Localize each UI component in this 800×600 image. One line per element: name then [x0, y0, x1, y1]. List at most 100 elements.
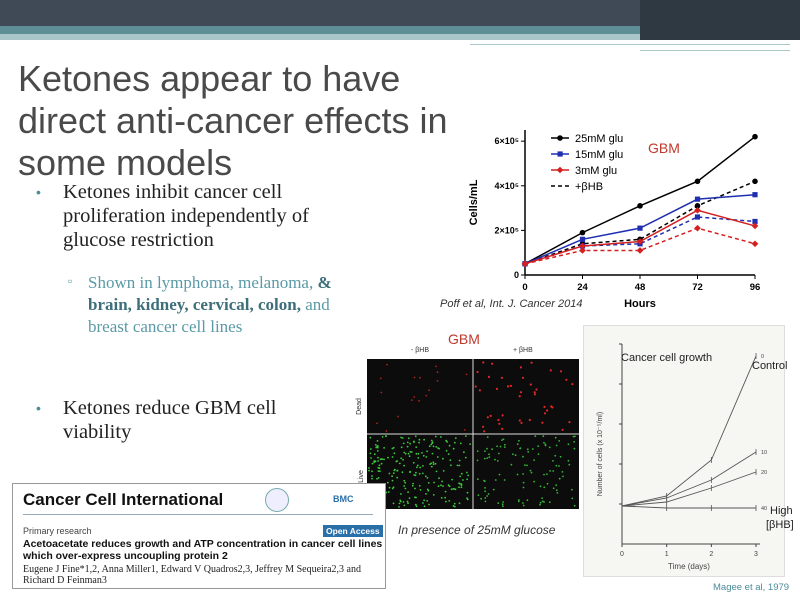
- cell-dot: [417, 457, 420, 459]
- cell-dot: [386, 363, 388, 366]
- cell-dot: [541, 421, 544, 424]
- cell-dot: [467, 474, 470, 477]
- cell-dot: [499, 445, 502, 448]
- cell-dot: [392, 486, 395, 489]
- slide-title: Ketones appear to have direct anti-cance…: [18, 58, 448, 183]
- cell-dot: [434, 435, 437, 438]
- cell-dot: [466, 478, 468, 481]
- cell-dot: [453, 441, 456, 444]
- cell-dot: [555, 484, 558, 487]
- cell-dot: [498, 422, 501, 425]
- cell-dot: [458, 482, 460, 485]
- row-live-label: Live: [357, 470, 365, 483]
- cell-dot: [501, 439, 503, 441]
- cell-dot: [412, 461, 415, 464]
- cell-dot: [380, 391, 383, 394]
- cell-dot: [377, 456, 379, 459]
- cell-dot: [433, 481, 435, 484]
- cell-dot: [440, 436, 442, 438]
- cell-dot: [400, 446, 403, 449]
- sub-bullet-text-end: and breast cancer cell lines: [88, 295, 330, 336]
- legend-item: 25mM glu: [551, 133, 623, 145]
- cell-dot: [506, 385, 510, 388]
- cell-dot: [496, 445, 498, 448]
- cell-dot: [377, 460, 379, 462]
- legend-marker: [557, 135, 563, 141]
- cell-dot: [368, 469, 370, 472]
- cell-dot: [426, 450, 428, 453]
- cell-dot: [501, 503, 504, 506]
- cell-dot: [568, 421, 571, 424]
- cell-dot: [425, 493, 427, 495]
- cell-dot: [415, 471, 417, 474]
- cell-dot: [554, 454, 557, 457]
- cell-dot: [555, 489, 558, 492]
- cell-dot: [421, 452, 423, 454]
- cell-dot: [554, 436, 557, 439]
- cell-dot: [528, 418, 531, 422]
- cell-dot: [573, 447, 576, 450]
- cell-dot: [431, 442, 434, 444]
- header-rule-2: [640, 50, 790, 51]
- article-title: Acetoacetate reduces growth and ATP conc…: [23, 538, 383, 562]
- paper-section: Primary research: [23, 526, 92, 536]
- series-line: [621, 471, 757, 507]
- cell-dot: [549, 470, 551, 472]
- cell-dot: [447, 484, 450, 487]
- cell-dot: [440, 497, 443, 499]
- bullet-2: • Ketones reduce GBM cell viability: [36, 396, 336, 444]
- cell-dot: [449, 459, 452, 462]
- cell-dot: [465, 373, 468, 376]
- sub-bullet-text: Shown in lymphoma, melanoma,: [88, 273, 314, 292]
- micrograph-panel: - βHB + βHB Dead Live: [353, 343, 583, 513]
- cell-dot: [450, 464, 452, 467]
- cell-dot: [573, 441, 576, 443]
- cell-dot: [542, 435, 545, 438]
- data-point: [637, 225, 643, 231]
- cell-dot: [519, 447, 521, 450]
- cell-dot: [387, 456, 389, 459]
- cell-dot: [502, 438, 505, 441]
- cell-dot: [458, 464, 461, 467]
- cell-dot: [476, 459, 479, 462]
- data-point: [637, 203, 643, 209]
- journal-logo-icon: [265, 488, 289, 512]
- cell-dot: [561, 471, 564, 473]
- bullet-marker: •: [36, 184, 41, 200]
- col-plus-label: + βHB: [513, 347, 533, 354]
- cell-dot: [482, 425, 485, 428]
- cell-dot: [567, 459, 570, 462]
- cell-dot: [376, 422, 378, 425]
- cell-dot: [442, 470, 445, 472]
- cell-dot: [427, 482, 430, 484]
- cell-dot: [421, 472, 424, 475]
- legend-label: 25mM glu: [575, 133, 623, 145]
- cell-dot: [460, 472, 463, 475]
- cell-dot: [376, 450, 379, 452]
- cell-dot: [466, 498, 469, 501]
- cell-dot: [501, 427, 504, 430]
- cell-dot: [522, 486, 525, 489]
- cell-dot: [483, 457, 486, 460]
- cell-dot: [436, 456, 439, 458]
- cell-dot: [527, 451, 530, 453]
- header-band-corner: [640, 0, 800, 40]
- row-dead-label: Dead: [355, 398, 363, 415]
- cell-dot: [502, 505, 504, 508]
- cell-dot: [428, 389, 430, 392]
- cell-dot: [392, 502, 395, 505]
- cell-dot: [522, 502, 524, 504]
- cell-dot: [458, 502, 461, 505]
- bullet-1: • Ketones inhibit cancer cell proliferat…: [36, 180, 376, 252]
- cell-dot: [379, 458, 382, 461]
- cell-dot: [381, 458, 384, 460]
- cell-dot: [548, 501, 551, 504]
- cell-dot: [571, 383, 574, 386]
- paper-rule: [23, 514, 373, 515]
- cell-dot: [441, 480, 443, 483]
- cell-dot: [555, 444, 558, 447]
- cell-dot: [400, 457, 403, 460]
- cell-dot: [519, 366, 522, 369]
- cell-dot: [497, 418, 500, 422]
- sub-bullet-bold: & brain, kidney, cervical, colon,: [88, 273, 332, 314]
